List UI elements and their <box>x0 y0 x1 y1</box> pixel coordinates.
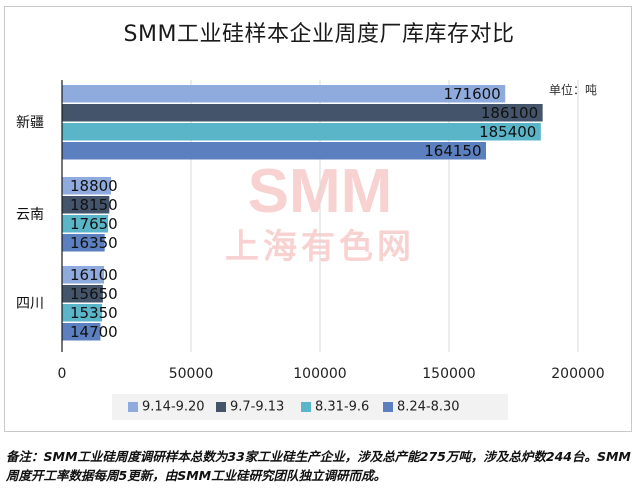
x-tick-label: 0 <box>58 366 67 382</box>
bar <box>62 104 543 122</box>
bar <box>62 123 541 141</box>
legend-label: 8.31-9.6 <box>315 400 369 415</box>
legend: 9.14-9.20 9.7-9.13 8.31-9.6 8.24-8.30 <box>112 394 508 420</box>
bar <box>62 85 506 103</box>
bar <box>62 323 101 341</box>
legend-label: 9.7-9.13 <box>230 400 284 415</box>
y-category-label: 云南 <box>16 207 44 223</box>
legend-swatch <box>383 402 393 412</box>
data-label: 14700 <box>70 323 118 341</box>
chart-title: SMM工业硅样本企业周度厂库库存对比 <box>123 22 515 47</box>
data-label: 15350 <box>70 304 118 322</box>
bar <box>62 196 110 214</box>
data-label: 164150 <box>424 142 481 160</box>
data-label: 18150 <box>70 196 118 214</box>
y-category-label: 四川 <box>16 296 44 312</box>
bar <box>62 266 105 284</box>
data-label: 16350 <box>70 234 118 252</box>
x-tick-label: 50000 <box>169 366 214 382</box>
bar <box>62 285 103 303</box>
watermark-name-text: 上海有色网 <box>225 227 415 267</box>
data-label: 18800 <box>70 177 118 195</box>
bar <box>62 177 112 195</box>
x-tick-label: 200000 <box>551 366 604 382</box>
bar <box>62 142 487 160</box>
legend-swatch <box>216 402 226 412</box>
legend-label: 8.24-8.30 <box>397 400 460 415</box>
chart-frame <box>4 6 632 432</box>
unit-label: 单位：吨 <box>549 83 598 97</box>
footnote: 备注：SMM工业硅周度调研样本总数为33家工业硅生产企业，涉及总产能275万吨，… <box>6 449 631 483</box>
data-label: 17650 <box>70 215 118 233</box>
data-label: 171600 <box>443 85 500 103</box>
data-label: 186100 <box>481 104 538 122</box>
bar <box>62 215 109 233</box>
data-label: 16100 <box>70 266 118 284</box>
bar <box>62 304 103 322</box>
data-label: 15650 <box>70 285 118 303</box>
legend-label: 9.14-9.20 <box>142 400 205 415</box>
bars: 1716001861001854001641501880018150176501… <box>62 85 543 341</box>
y-category-label: 新疆 <box>16 115 44 131</box>
legend-swatch <box>128 402 138 412</box>
bar <box>62 234 105 252</box>
x-tick-label: 100000 <box>293 366 346 382</box>
legend-swatch <box>301 402 311 412</box>
x-tick-label: 150000 <box>422 366 475 382</box>
data-label: 185400 <box>479 123 536 141</box>
